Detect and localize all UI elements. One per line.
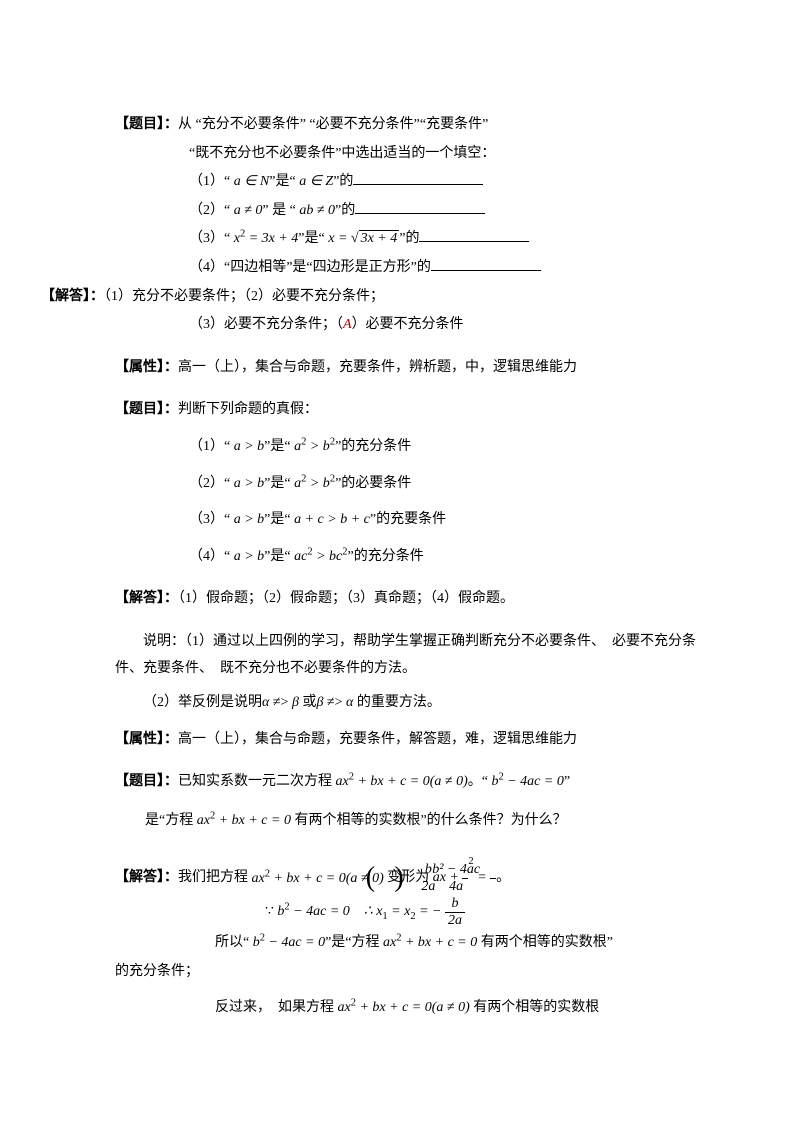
q1-title-line1: 【题目】：从 “充分不必要条件” “必要不充分条件”“充要条件” bbox=[115, 112, 705, 139]
q2-item3: （3）“ a > b”是“ a + c > b + c”的充要条件 bbox=[115, 507, 705, 534]
label-q2: 【题目】： bbox=[115, 402, 178, 417]
note-p2: （2）举反例是说明α ≠> β 或β ≠> α 的重要方法。 bbox=[115, 690, 705, 717]
q1-i2-m2: ab ≠ 0 bbox=[299, 203, 335, 218]
label-a2: 【解答】： bbox=[115, 591, 178, 606]
attr2-text: 高一（上），集合与命题，充要条件，解答题，难，逻辑思维能力 bbox=[178, 732, 577, 747]
page: 【题目】：从 “充分不必要条件” “必要不充分条件”“充要条件” “既不充分也不… bbox=[0, 0, 800, 1132]
note-p1: 说明：（1）通过以上四例的学习，帮助学生掌握正确判断充分不必要条件、 必要不充分… bbox=[115, 629, 705, 682]
label-a3: 【解答】： bbox=[115, 871, 178, 886]
q1-item3: （3）“ x2 = 3x + 4”是“ x = √3x + 4”的 bbox=[115, 226, 705, 253]
q1-i1-m2: a ∈ Z bbox=[299, 174, 333, 189]
q2-ans: （1）假命题；（2）假命题；（3）真命题；（4）假命题。 bbox=[178, 591, 514, 606]
q1-i4: （4）“四边相等”是“四边形是正方形”的 bbox=[189, 260, 431, 275]
q2-item4: （4）“ a > b”是“ ac2 > bc2”的充分条件 bbox=[115, 544, 705, 571]
q2-title-text: 判断下列命题的真假： bbox=[178, 402, 318, 417]
q1-ans1: （1）充分不必要条件；（2）必要不充分条件； bbox=[104, 289, 384, 304]
attr2: 【属性】：高一（上），集合与命题，充要条件，解答题，难，逻辑思维能力 bbox=[115, 727, 705, 754]
attr1: 【属性】：高一（上），集合与命题，充要条件，辨析题，中，逻辑思维能力 bbox=[115, 355, 705, 382]
attr1-text: 高一（上），集合与命题，充要条件，辨析题，中，逻辑思维能力 bbox=[178, 360, 577, 375]
q1-i3-post: ”的 bbox=[399, 231, 419, 246]
q1-title-line2: “既不充分也不必要条件”中选出适当的一个填空： bbox=[115, 141, 705, 168]
label-q1: 【题目】： bbox=[115, 117, 178, 132]
a3-line2: ∵ b2 − 4ac = 0 ∴ x1 = x2 = − b2a bbox=[115, 896, 705, 928]
label-attr2: 【属性】： bbox=[115, 732, 178, 747]
q1-i1-m1: a ∈ N bbox=[234, 174, 270, 189]
q1-item2: （2）“ a ≠ 0” 是 “ ab ≠ 0”的 bbox=[115, 198, 705, 225]
q1-i2-m1: a ≠ 0 bbox=[234, 203, 263, 218]
label-attr1: 【属性】： bbox=[115, 360, 178, 375]
blank-2 bbox=[355, 199, 485, 214]
q1-i3-pre: （3）“ bbox=[189, 231, 234, 246]
q1-title-text: 从 “充分不必要条件” “必要不充分条件”“充要条件” bbox=[178, 117, 488, 132]
blank-3 bbox=[419, 227, 529, 242]
q1-i3-m2: x = √3x + 4 bbox=[328, 231, 399, 246]
q1-i2-pre: （2）“ bbox=[189, 203, 234, 218]
frac-b-2a-2: b2a bbox=[445, 896, 465, 928]
q2-answer: 【解答】：（1）假命题；（2）假命题；（3）真命题；（4）假命题。 bbox=[115, 586, 705, 613]
label-a1: 【解答】： bbox=[41, 289, 104, 304]
q1-ans2-tail: ）必要不充分条件 bbox=[352, 317, 464, 332]
blank-1 bbox=[353, 170, 483, 185]
q3-line2: 是“方程 ax2 + bx + c = 0 有两个相等的实数根”的什么条件？为什… bbox=[115, 808, 705, 835]
q1-i2-post: ”的 bbox=[335, 203, 355, 218]
q1-i2-mid: ” 是 “ bbox=[262, 203, 299, 218]
a3-line4: 反过来， 如果方程 ax2 + bx + c = 0(a ≠ 0) 有两个相等的… bbox=[115, 995, 705, 1022]
a3-line3: 所以“ b2 − 4ac = 0”是“方程 ax2 + bx + c = 0 有… bbox=[115, 930, 705, 957]
q1-ans2: （3）必要不充分条件；（ bbox=[189, 317, 343, 332]
q1-i3-m1: x2 = 3x + 4 bbox=[234, 231, 299, 246]
blank-4 bbox=[431, 256, 541, 271]
q1-i1-pre: （1）“ bbox=[189, 174, 234, 189]
q2-title: 【题目】：判断下列命题的真假： bbox=[115, 397, 705, 424]
a3-line1: 【解答】：我们把方程 ax2 + bx + c = 0(a ≠ 0) 变形为 a… bbox=[115, 862, 705, 894]
red-A: A bbox=[343, 317, 352, 332]
q1-item1: （1）“ a ∈ N”是“ a ∈ Z”的 bbox=[115, 169, 705, 196]
q1-i1-post: ”的 bbox=[333, 174, 353, 189]
label-q3: 【题目】： bbox=[115, 774, 178, 789]
q1-i1-mid: ”是“ bbox=[269, 174, 299, 189]
q1-answer: 【解答】：（1）充分不必要条件；（2）必要不充分条件； bbox=[189, 284, 705, 311]
q1-i3-mid: ”是“ bbox=[298, 231, 328, 246]
q1-answer-line2: （3）必要不充分条件；（A）必要不充分条件 bbox=[115, 312, 705, 339]
q2-item2: （2）“ a > b”是“ a2 > b2”的必要条件 bbox=[115, 471, 705, 498]
q2-item1: （1）“ a > b”是“ a2 > b2”的充分条件 bbox=[115, 434, 705, 461]
q3-title: 【题目】：已知实系数一元二次方程 ax2 + bx + c = 0(a ≠ 0)… bbox=[115, 769, 705, 796]
a3-line3b: 的充分条件； bbox=[115, 959, 705, 986]
q1-item4: （4）“四边相等”是“四边形是正方形”的 bbox=[115, 255, 705, 282]
